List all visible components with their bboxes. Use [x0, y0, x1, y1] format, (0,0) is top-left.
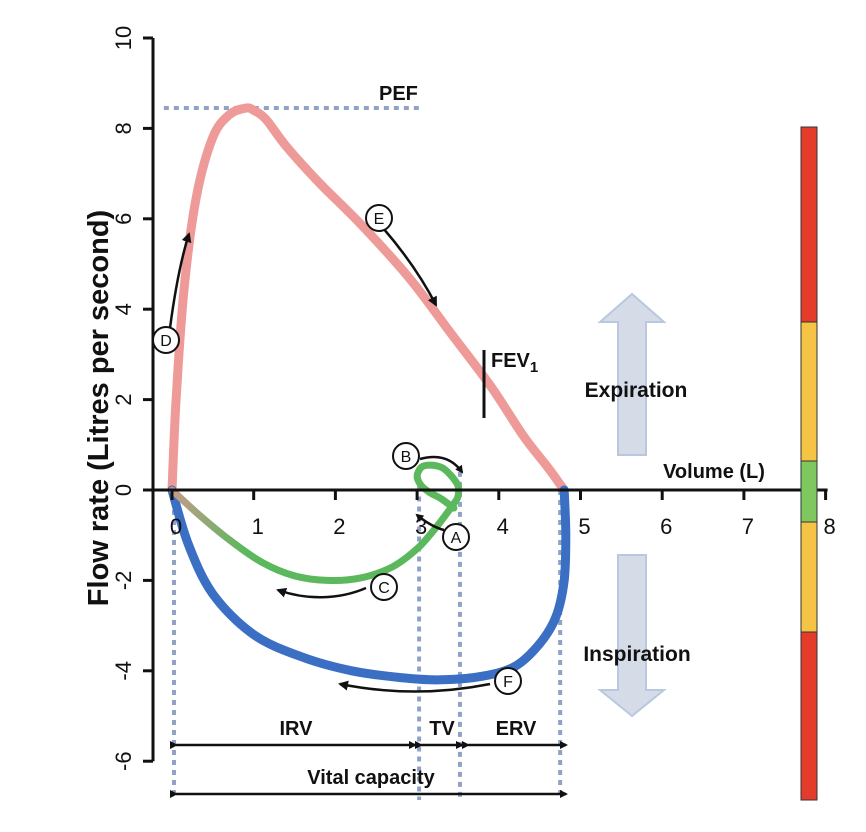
circle-b-label: B: [401, 449, 412, 466]
x-tick-label: 4: [497, 514, 509, 539]
x-tick-label: 5: [578, 514, 590, 539]
circle-a-marker: [442, 523, 470, 551]
color-scale-bar: [800, 126, 818, 801]
reference-dotted-lines: [163, 106, 563, 800]
pef-label: PEF: [379, 83, 418, 105]
color-bar-segment-4: [800, 631, 818, 801]
arrow-c: [276, 586, 367, 599]
y-tick-label: 6: [111, 213, 136, 225]
expiration-label: Expiration: [585, 379, 688, 402]
irv-label: IRV: [280, 718, 314, 740]
tidal-breathing-curve: [168, 461, 463, 585]
circle-labels: A B C D E F: [152, 204, 522, 695]
circle-a-label: A: [451, 530, 462, 547]
y-tick-label: -4: [111, 661, 136, 681]
x-tick-label: 2: [333, 514, 345, 539]
tv-label: TV: [429, 718, 455, 740]
circle-f-marker: [494, 667, 522, 695]
axes: [143, 36, 828, 763]
y-tick-label: 0: [111, 484, 136, 496]
y-tick-label: -2: [111, 571, 136, 591]
color-bar-segment-0: [800, 126, 818, 323]
y-tick-labels: -6 -4 -2 0 2 4 6 8 10: [111, 26, 136, 771]
circle-b-marker: [392, 442, 420, 470]
vital-capacity-label: Vital capacity: [307, 767, 435, 789]
x-axis-label: Volume (L): [663, 461, 765, 483]
y-tick-label: 2: [111, 393, 136, 405]
circle-d-label: D: [160, 333, 172, 350]
x-tick-label: 6: [660, 514, 672, 539]
y-axis-label: Flow rate (Litres per second): [83, 210, 115, 606]
y-tick-label: 8: [111, 122, 136, 134]
arrow-b: [419, 455, 464, 474]
circle-d-marker: [152, 326, 180, 354]
color-bar-segment-2: [800, 460, 818, 523]
arrow-a: [415, 513, 445, 532]
circle-c-label: C: [378, 580, 390, 597]
y-tick-label: 4: [111, 303, 136, 315]
x-tick-label: 8: [823, 514, 835, 539]
arrow-d: [168, 232, 192, 329]
expiration-curve: [167, 103, 569, 495]
expiration-arrow-shape: [597, 292, 667, 456]
flow-volume-curves: [167, 103, 571, 685]
circle-f-label: F: [503, 674, 513, 691]
inspiration-curve: [167, 485, 571, 685]
x-tick-label: 1: [252, 514, 264, 539]
arrow-f: [338, 680, 491, 693]
y-tick-label: 10: [111, 26, 136, 50]
x-tick-label: 0: [170, 514, 182, 539]
circle-e-label: E: [374, 211, 385, 228]
circle-e-marker: [365, 204, 393, 232]
fev1-label: FEV1: [491, 350, 538, 376]
inspiration-label: Inspiration: [583, 643, 690, 666]
color-bar-segment-1: [800, 321, 818, 462]
color-bar-segment-3: [800, 521, 818, 633]
volume-brackets: [170, 741, 568, 798]
inspiration-arrow-shape: [597, 554, 667, 718]
fev1-main: FEV: [491, 350, 531, 372]
fev1-subscript: 1: [530, 359, 538, 376]
arrow-e: [382, 227, 438, 307]
erv-label: ERV: [496, 718, 537, 740]
circle-c-marker: [370, 573, 398, 601]
y-tick-label: -6: [111, 751, 136, 771]
x-tick-label: 7: [742, 514, 754, 539]
